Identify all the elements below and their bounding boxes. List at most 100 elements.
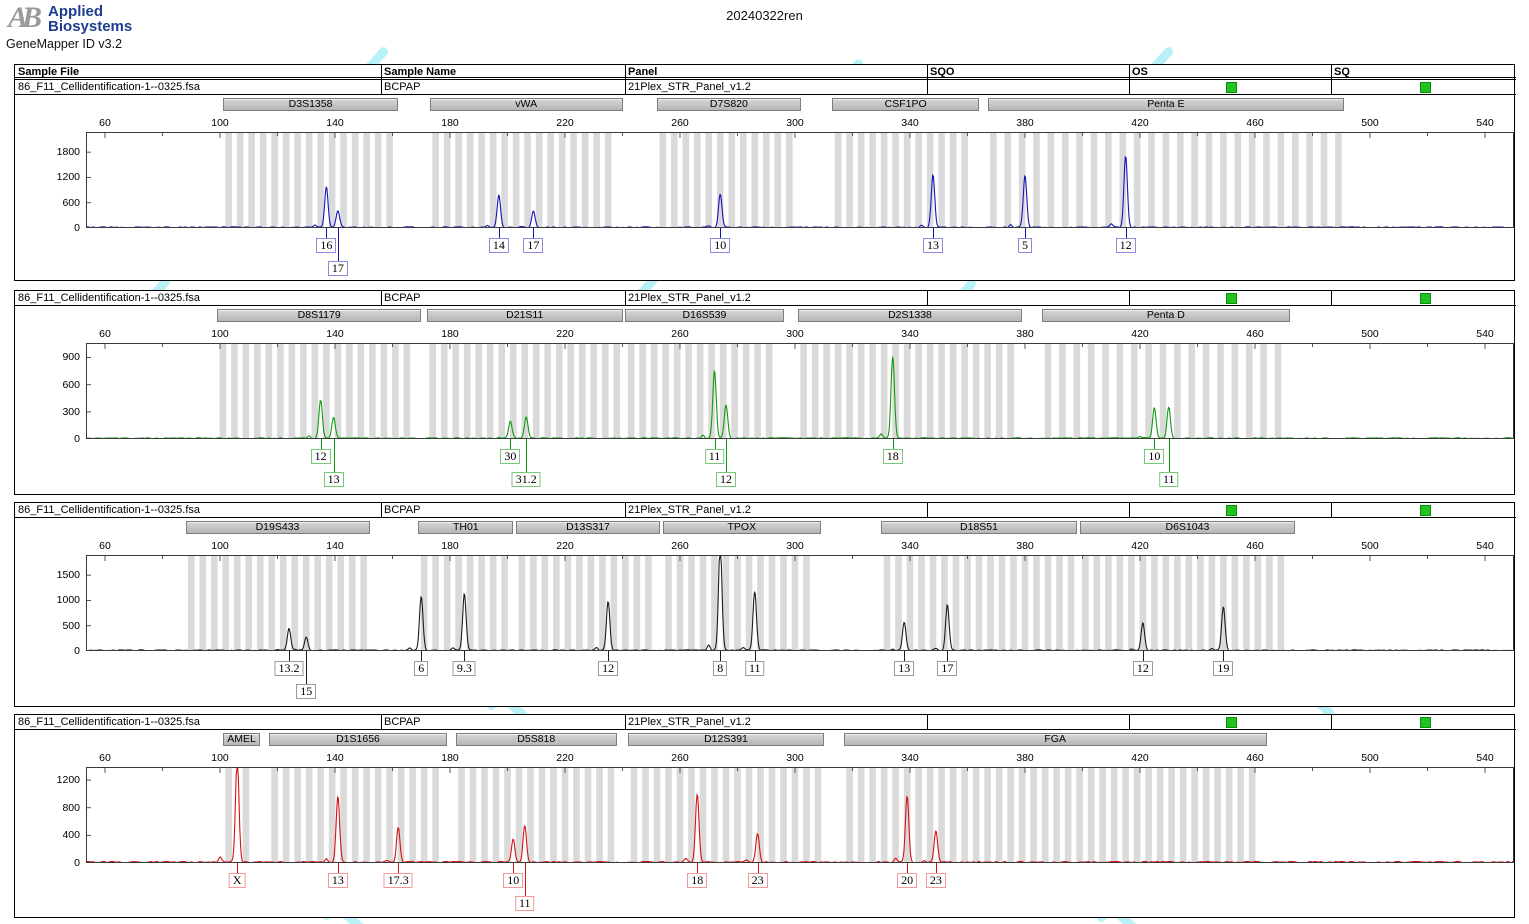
column-divider bbox=[381, 65, 382, 95]
allele-label-D13S317-12[interactable]: 12 bbox=[598, 661, 619, 676]
x-tick-label: 100 bbox=[211, 117, 229, 129]
allele-label-AMEL-X[interactable]: X bbox=[228, 873, 246, 888]
os-status-square bbox=[1226, 716, 1237, 728]
allele-label-D18S51-13[interactable]: 13 bbox=[894, 661, 915, 676]
allele-label-D12S391-23[interactable]: 23 bbox=[747, 873, 768, 888]
brand-line1: Applied bbox=[48, 3, 104, 20]
allele-label-D3S1358-16[interactable]: 16 bbox=[316, 238, 337, 253]
marker-box-Penta-E[interactable]: Penta E bbox=[987, 98, 1345, 111]
x-tick-label: 60 bbox=[99, 117, 111, 129]
allele-label-FGA-20[interactable]: 20 bbox=[897, 873, 918, 888]
marker-box-D13S317[interactable]: D13S317 bbox=[516, 521, 660, 534]
sample-file-cell[interactable]: 86_F11_Cellidentification-1--0325.fsa bbox=[15, 291, 381, 306]
sample-file-cell[interactable]: 86_F11_Cellidentification-1--0325.fsa bbox=[15, 80, 381, 95]
marker-box-D19S433[interactable]: D19S433 bbox=[185, 521, 370, 534]
x-tick-label: 260 bbox=[671, 328, 689, 340]
allele-label-D6S1043-12[interactable]: 12 bbox=[1132, 661, 1153, 676]
allele-leader-line bbox=[237, 863, 239, 873]
plot-area-dye-black[interactable] bbox=[86, 555, 1514, 651]
allele-label-D5S818-10[interactable]: 10 bbox=[503, 873, 524, 888]
allele-label-Penta-D-10[interactable]: 10 bbox=[1144, 449, 1165, 464]
marker-box-CSF1PO[interactable]: CSF1PO bbox=[832, 98, 979, 111]
os-status-square bbox=[1226, 504, 1237, 516]
marker-box-D8S1179[interactable]: D8S1179 bbox=[217, 309, 422, 322]
electropherogram-panel-dye-red: 86_F11_Cellidentification-1--0325.fsa BCP… bbox=[14, 714, 1516, 918]
allele-label-D18S51-17[interactable]: 17 bbox=[937, 661, 958, 676]
marker-box-D3S1358[interactable]: D3S1358 bbox=[222, 98, 399, 111]
x-tick-label: 460 bbox=[1246, 752, 1264, 764]
allele-label-Penta-E-12[interactable]: 12 bbox=[1115, 238, 1136, 253]
allele-leader-line bbox=[1142, 651, 1144, 661]
marker-box-Penta-D[interactable]: Penta D bbox=[1042, 309, 1290, 322]
allele-label-TPOX-8[interactable]: 8 bbox=[713, 661, 728, 676]
allele-label-D3S1358-17[interactable]: 17 bbox=[327, 261, 348, 276]
sample-name-cell[interactable]: BCPAP bbox=[381, 80, 625, 95]
allele-leader-line bbox=[337, 228, 339, 261]
plot-area-dye-green[interactable] bbox=[86, 343, 1514, 439]
plot-area-dye-blue[interactable] bbox=[86, 132, 1514, 228]
x-tick-label: 180 bbox=[441, 540, 459, 552]
column-divider bbox=[1129, 503, 1130, 518]
marker-box-D7S820[interactable]: D7S820 bbox=[657, 98, 801, 111]
allele-label-D8S1179-12[interactable]: 12 bbox=[310, 449, 331, 464]
marker-box-TH01[interactable]: TH01 bbox=[418, 521, 514, 534]
allele-label-D6S1043-19[interactable]: 19 bbox=[1213, 661, 1234, 676]
column-divider bbox=[381, 503, 382, 518]
y-tick-label: 500 bbox=[62, 619, 80, 632]
allele-label-D7S820-10[interactable]: 10 bbox=[710, 238, 731, 253]
allele-label-D21S11-31.2[interactable]: 31.2 bbox=[511, 472, 541, 487]
x-tick-label: 420 bbox=[1131, 117, 1149, 129]
allele-label-Penta-D-11[interactable]: 11 bbox=[1158, 472, 1179, 487]
allele-label-vWA-17[interactable]: 17 bbox=[523, 238, 544, 253]
allele-label-TPOX-11[interactable]: 11 bbox=[744, 661, 765, 676]
sample-name-cell[interactable]: BCPAP bbox=[381, 291, 625, 306]
y-tick-label: 600 bbox=[62, 378, 80, 391]
panel-cell[interactable]: 21Plex_STR_Panel_v1.2 bbox=[625, 291, 927, 306]
marker-box-D2S1338[interactable]: D2S1338 bbox=[797, 309, 1023, 322]
allele-label-Penta-E-5[interactable]: 5 bbox=[1018, 238, 1032, 253]
allele-label-D1S1656-13[interactable]: 13 bbox=[327, 873, 348, 888]
allele-label-D8S1179-13[interactable]: 13 bbox=[323, 472, 344, 487]
allele-label-D16S539-11[interactable]: 11 bbox=[704, 449, 725, 464]
allele-label-TH01-9.3[interactable]: 9.3 bbox=[452, 661, 476, 676]
sample-name-cell[interactable]: BCPAP bbox=[381, 503, 625, 518]
x-tick-label: 300 bbox=[786, 328, 804, 340]
allele-leader-line bbox=[904, 651, 906, 661]
panel-cell[interactable]: 21Plex_STR_Panel_v1.2 bbox=[625, 715, 927, 730]
panel-cell[interactable]: 21Plex_STR_Panel_v1.2 bbox=[625, 80, 927, 95]
x-tick-label: 420 bbox=[1131, 328, 1149, 340]
plot-area-dye-red[interactable] bbox=[86, 767, 1514, 863]
allele-label-D12S391-18[interactable]: 18 bbox=[687, 873, 708, 888]
panel-cell[interactable]: 21Plex_STR_Panel_v1.2 bbox=[625, 503, 927, 518]
allele-label-D16S539-12[interactable]: 12 bbox=[716, 472, 736, 487]
marker-box-D12S391[interactable]: D12S391 bbox=[628, 733, 824, 746]
sample-file-cell[interactable]: 86_F11_Cellidentification-1--0325.fsa bbox=[15, 503, 381, 518]
marker-box-D21S11[interactable]: D21S11 bbox=[427, 309, 623, 322]
marker-box-TPOX[interactable]: TPOX bbox=[662, 521, 821, 534]
sample-file-cell[interactable]: 86_F11_Cellidentification-1--0325.fsa bbox=[15, 715, 381, 730]
marker-box-D5S818[interactable]: D5S818 bbox=[455, 733, 617, 746]
x-tick-label: 180 bbox=[441, 328, 459, 340]
allele-label-TH01-6[interactable]: 6 bbox=[414, 661, 429, 676]
allele-label-CSF1PO-13[interactable]: 13 bbox=[923, 238, 943, 253]
marker-box-D18S51[interactable]: D18S51 bbox=[881, 521, 1077, 534]
marker-box-vWA[interactable]: vWA bbox=[429, 98, 623, 111]
allele-leader-line bbox=[1154, 439, 1156, 449]
marker-box-FGA[interactable]: FGA bbox=[843, 733, 1267, 746]
x-tick-label: 340 bbox=[901, 540, 919, 552]
allele-label-D5S818-11[interactable]: 11 bbox=[514, 896, 535, 911]
marker-box-D1S1656[interactable]: D1S1656 bbox=[268, 733, 448, 746]
allele-label-FGA-23[interactable]: 23 bbox=[925, 873, 946, 888]
allele-label-D19S433-13.2[interactable]: 13.2 bbox=[274, 661, 304, 676]
x-tick-label: 380 bbox=[1016, 328, 1034, 340]
allele-label-vWA-14[interactable]: 14 bbox=[488, 238, 509, 253]
marker-box-AMEL[interactable]: AMEL bbox=[222, 733, 261, 746]
allele-label-D21S11-30[interactable]: 30 bbox=[500, 449, 521, 464]
allele-label-D1S1656-17.3[interactable]: 17.3 bbox=[383, 873, 413, 888]
x-tick-label: 300 bbox=[786, 540, 804, 552]
marker-box-D6S1043[interactable]: D6S1043 bbox=[1079, 521, 1296, 534]
marker-box-D16S539[interactable]: D16S539 bbox=[625, 309, 784, 322]
sample-name-cell[interactable]: BCPAP bbox=[381, 715, 625, 730]
allele-label-D19S433-15[interactable]: 15 bbox=[296, 684, 317, 699]
allele-label-D2S1338-18[interactable]: 18 bbox=[882, 449, 903, 464]
